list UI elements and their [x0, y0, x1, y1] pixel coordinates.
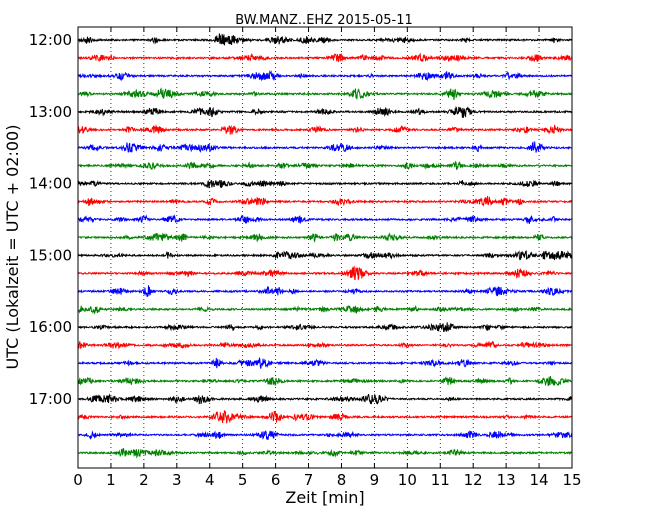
- trace-1745: [77, 448, 573, 459]
- x-tick-label: 4: [205, 471, 215, 489]
- trace-1400: [77, 179, 573, 189]
- trace-1300: [77, 105, 573, 118]
- trace-1315: [77, 124, 573, 135]
- y-axis-label: UTC (Lokalzeit = UTC + 02:00): [3, 125, 22, 370]
- trace-1715: [77, 410, 573, 424]
- trace-1215: [77, 52, 573, 63]
- trace-1730: [77, 429, 573, 440]
- trace-1200: [77, 33, 573, 46]
- x-tick-label: 0: [73, 471, 83, 489]
- trace-1415: [77, 195, 573, 207]
- x-tick-label: 3: [172, 471, 182, 489]
- trace-1445: [77, 232, 573, 243]
- x-tick-label: 5: [238, 471, 248, 489]
- trace-1230: [77, 70, 573, 82]
- trace-1430: [77, 214, 573, 225]
- trace-1615: [77, 340, 573, 350]
- trace-1700: [77, 393, 573, 405]
- y-tick-label: 12:00: [29, 31, 72, 49]
- trace-1645: [77, 376, 573, 387]
- trace-1500: [77, 250, 573, 261]
- plot-frame: [77, 26, 573, 469]
- trace-group: [77, 33, 573, 459]
- chart-title: BW.MANZ..EHZ 2015-05-11: [235, 13, 413, 28]
- trace-1530: [77, 285, 573, 298]
- y-tick-label: 16:00: [29, 318, 72, 336]
- grid-lines: [110, 27, 540, 468]
- trace-1330: [77, 141, 573, 154]
- trace-1545: [77, 304, 573, 315]
- x-tick-label: 13: [497, 471, 516, 489]
- x-tick-label: 6: [271, 471, 281, 489]
- x-tick-label: 8: [337, 471, 347, 489]
- y-tick-label: 15:00: [29, 246, 72, 264]
- x-tick-label: 14: [530, 471, 549, 489]
- x-tick-label: 11: [431, 471, 450, 489]
- x-tick-label: 2: [139, 471, 149, 489]
- y-ticks: 12:00 13:00 14:00 15:00 16:00 17:00: [29, 31, 572, 408]
- y-tick-label: 17:00: [29, 390, 72, 408]
- x-tick-label: 7: [304, 471, 314, 489]
- y-tick-label: 14:00: [29, 175, 72, 193]
- x-axis-label: Zeit [min]: [285, 488, 364, 507]
- x-tick-label: 9: [370, 471, 380, 489]
- trace-1630: [77, 356, 573, 369]
- trace-1600: [77, 322, 573, 333]
- trace-1515: [77, 265, 573, 281]
- x-tick-label: 15: [562, 471, 581, 489]
- x-tick-label: 12: [464, 471, 483, 489]
- y-tick-label: 13:00: [29, 103, 72, 121]
- x-tick-label: 1: [106, 471, 116, 489]
- x-ticks: 0 1 2 3 4 5 6 7 8 9 10 11 12 13 14 15: [73, 27, 582, 489]
- trace-1345: [77, 160, 573, 170]
- trace-1245: [77, 87, 573, 101]
- x-tick-label: 10: [398, 471, 417, 489]
